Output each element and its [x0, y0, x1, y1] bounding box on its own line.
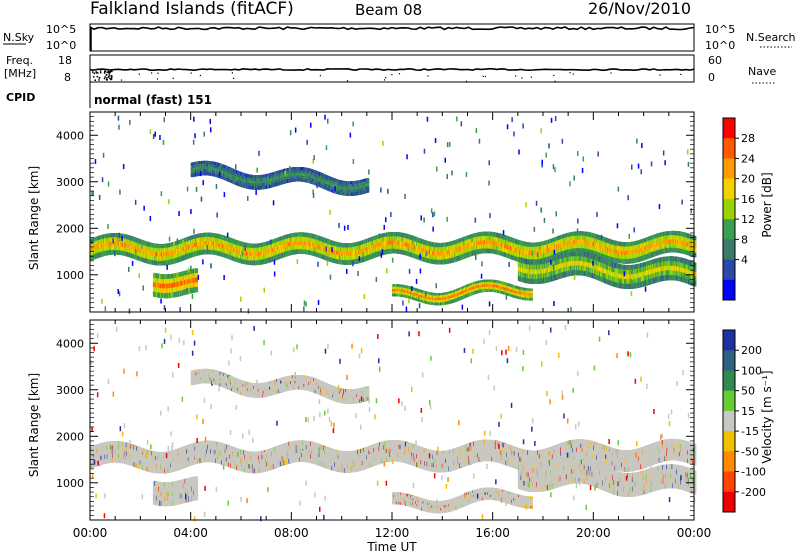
freq-dot [111, 70, 113, 73]
freq-dot [104, 70, 106, 72]
nsearch-tick-bottom: 10^0 [705, 39, 735, 52]
cpid-label: CPID [6, 91, 35, 104]
nave-dot [465, 80, 468, 82]
freq-dot [109, 71, 111, 74]
nave-dot [680, 73, 682, 75]
nave-dot [138, 73, 140, 75]
station-title: Falkland Islands (fitACF) [90, 0, 294, 19]
nave-dot [385, 77, 387, 79]
freq-dot [110, 78, 113, 81]
freq-dot [108, 71, 110, 73]
nave-dot [659, 74, 661, 76]
nave-dot [156, 78, 159, 80]
freq-dot [106, 71, 108, 73]
freq-dot [108, 74, 110, 76]
nave-dot [427, 75, 429, 77]
nave-dot [484, 75, 486, 78]
freq-dot [97, 72, 99, 74]
nave-dot [172, 77, 174, 79]
freq-tick-bottom: 8 [64, 71, 71, 84]
freq-dot [98, 77, 101, 79]
freq-dot [110, 77, 113, 79]
freq-panel-frame [89, 54, 695, 83]
nave-dot [554, 80, 556, 82]
nsky-panel-frame [89, 23, 695, 52]
nave-dot [199, 74, 201, 77]
freq-dot [108, 72, 110, 74]
nave-dot [190, 72, 192, 74]
freq-dot [93, 72, 95, 75]
freq-dot [96, 75, 98, 78]
freq-dot [104, 76, 106, 78]
freq-dot [92, 71, 94, 73]
freq-dot [103, 72, 106, 74]
freq-dot [109, 77, 111, 80]
freq-dot [106, 79, 108, 81]
freq-dot [99, 71, 102, 74]
freq-dot [106, 77, 108, 79]
nave-dot [569, 72, 571, 74]
beam-title: Beam 08 [355, 1, 422, 19]
cpid-value: normal (fast) 151 [94, 93, 212, 107]
freq-series [89, 67, 695, 72]
nave-dot [610, 72, 612, 74]
nave-dot [120, 79, 123, 81]
nave-dot [157, 72, 159, 74]
nave-dot [553, 74, 555, 77]
freq-dot [110, 75, 112, 77]
freq-dot [98, 79, 100, 81]
nsky-series [89, 26, 695, 31]
nave-dot [398, 73, 401, 75]
nave-dot [232, 77, 235, 79]
nave-dot [151, 72, 153, 74]
nave-dot [521, 77, 523, 79]
freq-tick-top: 18 [58, 54, 72, 67]
freq-label: Freq. [6, 54, 33, 67]
freq-dot [110, 70, 112, 72]
freq-dot [104, 71, 106, 73]
nave-dot [530, 76, 532, 78]
freq-dot [105, 74, 108, 76]
nave-dot [319, 75, 321, 77]
freq-dot [107, 76, 110, 79]
nave-dot [515, 75, 517, 77]
nave-dot [572, 73, 574, 75]
freq-dot [94, 79, 96, 81]
power-heatmap [90, 114, 697, 314]
nave-label: Nave [748, 65, 776, 78]
nave-dot [391, 74, 393, 76]
freq-dot [99, 70, 102, 72]
freq-unit-label: [MHz] [4, 67, 36, 80]
nave-dot [482, 75, 484, 77]
date-title: 26/Nov/2010 [588, 0, 691, 18]
nsky-label: N.Sky [3, 31, 35, 44]
freq-dot [103, 77, 106, 80]
freq-dot [92, 76, 95, 78]
freq-trace [89, 67, 695, 82]
nsky-tick-bottom: 10^0 [46, 39, 76, 52]
nave-dot [231, 72, 233, 74]
nave-tick-top: 60 [708, 54, 722, 67]
freq-dot [95, 72, 97, 74]
nave-dot [346, 80, 349, 82]
freq-dot [95, 71, 97, 73]
nsky-trace [89, 26, 695, 51]
nsearch-label: N.Search [746, 31, 796, 44]
nsearch-tick-top: 10^5 [705, 23, 735, 36]
nsky-tick-top: 10^5 [46, 23, 76, 36]
nave-dot [383, 79, 386, 81]
nave-tick-bottom: 0 [708, 71, 715, 84]
